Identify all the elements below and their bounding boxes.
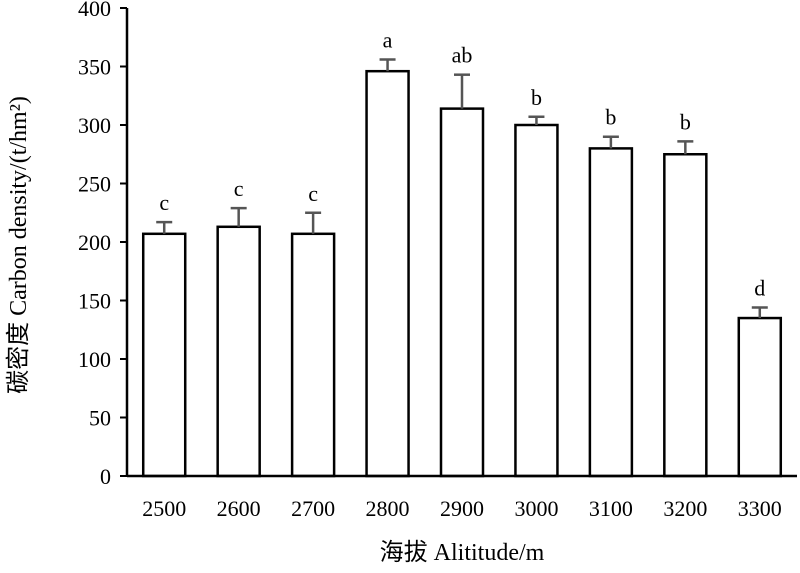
y-tick-label: 50 bbox=[89, 406, 111, 431]
bar-2500 bbox=[141, 232, 187, 478]
x-tick-label-3200: 3200 bbox=[663, 496, 707, 521]
bar-2800 bbox=[365, 69, 410, 478]
y-tick-label: 350 bbox=[78, 55, 111, 80]
y-tick-label: 150 bbox=[78, 289, 111, 314]
bar-3000 bbox=[514, 123, 559, 478]
x-tick-label-3000: 3000 bbox=[514, 496, 558, 521]
bar-3100 bbox=[588, 147, 634, 478]
x-tick-label-2900: 2900 bbox=[440, 496, 484, 521]
significance-label-2600: c bbox=[234, 176, 244, 201]
significance-label-2900: ab bbox=[452, 43, 473, 68]
y-tick-label: 0 bbox=[100, 464, 111, 489]
bar-2900 bbox=[439, 107, 485, 478]
y-tick-label: 100 bbox=[78, 347, 111, 372]
bar-3200 bbox=[663, 153, 708, 478]
x-axis-title: 海拔 Alititude/m bbox=[380, 539, 545, 566]
x-tick-label-2700: 2700 bbox=[291, 496, 335, 521]
significance-label-2500: c bbox=[159, 190, 169, 215]
significance-labels: c c c a ab b b b d bbox=[159, 27, 765, 300]
x-tick-label-3300: 3300 bbox=[738, 496, 782, 521]
x-tick-label-3100: 3100 bbox=[589, 496, 633, 521]
significance-label-3100: b bbox=[605, 105, 616, 130]
bar-3300 bbox=[737, 316, 783, 478]
y-tick-label: 400 bbox=[78, 0, 111, 21]
significance-label-3200: b bbox=[680, 109, 691, 134]
significance-label-2800: a bbox=[383, 27, 393, 52]
x-axis-ticks: 2500 2600 2700 2800 2900 3000 3100 3200 3300 bbox=[142, 496, 782, 521]
significance-label-3300: d bbox=[754, 276, 765, 301]
y-tick-label: 300 bbox=[78, 113, 111, 138]
y-tick-label: 200 bbox=[78, 230, 111, 255]
bar-2700 bbox=[290, 232, 336, 478]
x-tick-label-2600: 2600 bbox=[217, 496, 261, 521]
x-tick-label-2800: 2800 bbox=[366, 496, 410, 521]
significance-label-2700: c bbox=[308, 181, 318, 206]
significance-label-3000: b bbox=[531, 85, 542, 110]
x-tick-label-2500: 2500 bbox=[142, 496, 186, 521]
bar-2600 bbox=[216, 225, 261, 478]
y-tick-label: 250 bbox=[78, 172, 111, 197]
error-bars bbox=[156, 58, 768, 319]
y-axis-ticks: 0 50 100 150 200 250 300 350 400 bbox=[78, 0, 127, 489]
y-axis-title: 碳密度 Carbon density/(t/hm²) bbox=[5, 96, 32, 394]
